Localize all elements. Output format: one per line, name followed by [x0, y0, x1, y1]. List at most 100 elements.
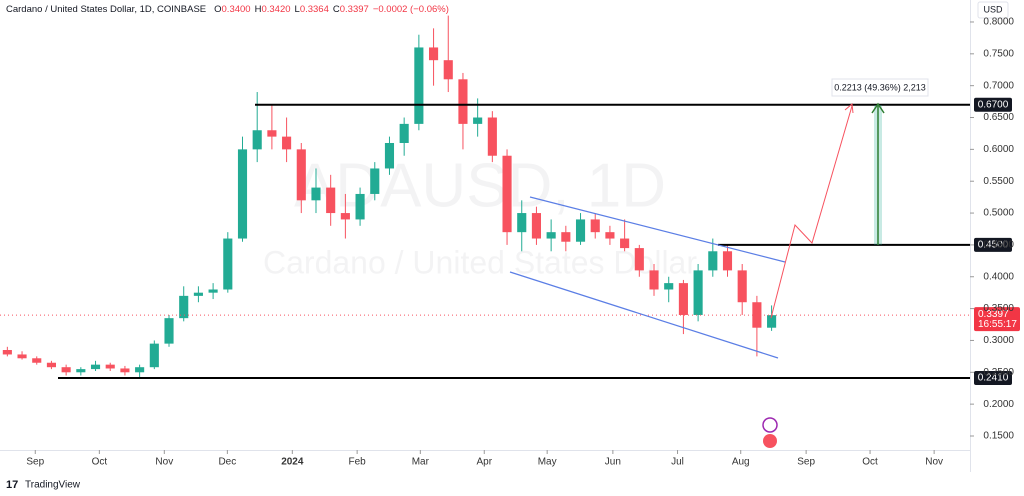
candle-body	[282, 136, 292, 150]
candle-body	[546, 232, 556, 239]
last-price-label: 0.3397	[978, 309, 1009, 320]
candle-body	[267, 130, 277, 137]
ohlc-key: H	[255, 4, 262, 15]
x-tick-label: May	[538, 457, 557, 468]
level-tag-label: 0.4500	[978, 240, 1009, 251]
projection-path	[770, 105, 853, 319]
y-tick-label: 0.6500	[983, 112, 1014, 123]
y-tick-label: 0.1500	[983, 431, 1014, 442]
event-icon[interactable]	[762, 417, 778, 433]
watermark-symbol: ADAUSD, 1D	[294, 151, 666, 220]
candle-body	[32, 358, 42, 363]
currency[interactable]: USD	[983, 4, 1003, 14]
level-tag-label: 0.6700	[978, 99, 1009, 110]
y-tick-label: 0.3500	[983, 303, 1014, 314]
candle-body	[693, 270, 703, 315]
y-tick-label: 0.5000	[983, 208, 1014, 219]
candle-body	[164, 318, 174, 344]
grid	[34, 21, 974, 454]
candle-body	[443, 60, 453, 80]
measure-label: 0.2213 (49.36%) 2,213	[834, 82, 926, 92]
candle-body	[355, 193, 365, 220]
measure-arrowhead	[871, 102, 885, 114]
ohlc-value: 0.3364	[300, 4, 329, 15]
x-tick-label: Oct	[92, 457, 108, 468]
level-tag-label: 0.2410	[978, 373, 1009, 384]
y-tick-label: 0.5500	[983, 176, 1014, 187]
x-tick-label: Oct	[862, 457, 878, 468]
y-tick-label: 0.7000	[983, 80, 1014, 91]
measure-box	[831, 78, 929, 97]
candle-body	[208, 289, 218, 293]
candle-body	[561, 232, 571, 242]
y-tick-label: 0.2500	[983, 367, 1014, 378]
x-tick-label: Nov	[925, 457, 943, 468]
currency-button[interactable]	[977, 1, 1009, 19]
change: −0.0002 (−0.06%)	[373, 4, 449, 15]
ohlc-key: O	[214, 4, 221, 15]
candle-body	[487, 117, 497, 156]
ohlc-key: L	[295, 4, 300, 15]
candle-body	[473, 117, 483, 124]
y-tick-label: 0.7500	[983, 48, 1014, 59]
footer-brand: TradingView	[25, 480, 81, 491]
candle-body	[76, 369, 86, 373]
candle-body	[590, 219, 600, 233]
candle-body	[517, 213, 527, 233]
candle-body	[179, 295, 189, 319]
candle-body	[61, 367, 71, 373]
candle-body	[605, 232, 615, 239]
ohlc-value: 0.3420	[261, 4, 290, 15]
candle-body	[311, 187, 321, 201]
x-tick-label: Jun	[605, 457, 621, 468]
projection-arrowhead	[844, 103, 854, 114]
candle-body	[767, 315, 777, 328]
candle-body	[722, 251, 733, 271]
x-tick-label: 2024	[281, 457, 304, 468]
header-symbol: Cardano / United States Dollar, 1D, COIN…	[6, 4, 206, 15]
x-tick-label: Aug	[732, 457, 750, 468]
footer-logo: 17	[6, 479, 18, 491]
candle-body	[105, 364, 115, 369]
candle-body	[531, 213, 541, 239]
candle-body	[2, 350, 12, 355]
x-tick-label: Sep	[26, 457, 44, 468]
candle-body	[90, 364, 101, 370]
candle-body	[399, 123, 409, 143]
candle-body	[458, 79, 468, 124]
y-tick-label: 0.8000	[983, 17, 1014, 28]
ohlc-key: C	[333, 4, 340, 15]
candle-body	[46, 362, 56, 368]
ohlc-value: 0.3400	[222, 4, 251, 15]
header: Cardano / United States Dollar, 1D, COIN…	[6, 4, 449, 15]
candle-body	[17, 354, 27, 359]
last-price-tag	[974, 307, 1020, 332]
watermark-name: Cardano / United States Dollar	[263, 244, 697, 280]
y-tick-label: 0.6000	[983, 144, 1014, 155]
candle-body	[664, 283, 674, 290]
candles	[0, 15, 970, 380]
candle-body	[502, 155, 512, 233]
y-tick-label: 0.2000	[983, 399, 1014, 410]
candle-body	[708, 251, 718, 271]
event-icon[interactable]	[763, 434, 777, 448]
x-tick-label: Jul	[671, 457, 684, 468]
level-tag	[974, 371, 1012, 386]
candle-body	[340, 213, 350, 220]
candle-body	[414, 47, 424, 124]
x-tick-label: Apr	[476, 457, 492, 468]
candle-body	[429, 47, 439, 61]
candle-body	[678, 283, 688, 315]
candle-body	[370, 168, 380, 194]
candle-body	[149, 343, 159, 368]
candle-body	[296, 149, 306, 201]
y-tick-label: 0.4500	[983, 240, 1014, 251]
candle-body	[620, 238, 630, 249]
candle-body	[193, 292, 203, 296]
level-tag	[974, 237, 1012, 252]
channel-lower	[509, 271, 779, 359]
y-tick-label: 0.3000	[983, 335, 1014, 346]
price-axis-bg	[970, 0, 1024, 472]
